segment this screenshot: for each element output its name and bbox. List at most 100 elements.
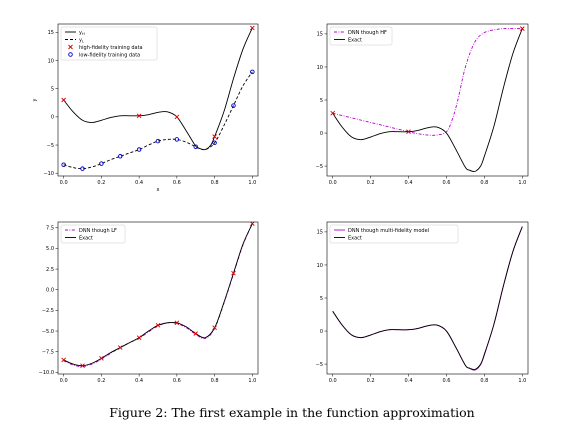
data-point-o xyxy=(99,161,104,166)
x-tick-label: 0.0 xyxy=(329,180,337,186)
axes-frame xyxy=(326,23,529,177)
y-tick-label: 15 xyxy=(317,32,323,38)
data-point-x xyxy=(250,222,255,226)
data-point-o xyxy=(231,103,236,108)
data-point-x xyxy=(519,26,525,31)
x-tick-label: 0.8 xyxy=(211,378,219,384)
y-tick-label: −5 xyxy=(316,362,323,368)
series-line-1 xyxy=(332,28,523,136)
series-line-1 xyxy=(63,223,253,368)
legend-label: DNN though HF xyxy=(348,30,387,36)
legend-label: Exact xyxy=(348,37,362,43)
series-line-2 xyxy=(332,226,523,370)
x-tick-label: 0.2 xyxy=(367,180,375,186)
legend-marker-x xyxy=(68,44,73,50)
y-tick-label: 15 xyxy=(317,230,323,236)
data-point-x xyxy=(80,363,85,369)
x-tick-label: 0.4 xyxy=(135,378,143,384)
x-tick-label: 0.4 xyxy=(135,180,143,186)
y-tick-label: 5 xyxy=(51,87,54,93)
y-tick-label: −7.5 xyxy=(42,349,54,355)
y-tick-label: 2.5 xyxy=(46,267,54,273)
data-point-x xyxy=(61,97,66,103)
legend-label: Exact xyxy=(79,235,93,241)
x-tick-label: 0.4 xyxy=(405,180,413,186)
legend-label: low-fidelity training data xyxy=(79,52,140,58)
y-tick-label: −10.0 xyxy=(39,370,54,376)
x-tick-label: 0.6 xyxy=(173,378,181,384)
x-tick-label: 0.6 xyxy=(442,180,450,186)
plot-area xyxy=(61,25,255,171)
legend-label: yH xyxy=(79,30,85,36)
data-point-x xyxy=(193,331,199,336)
x-tick-label: 0.6 xyxy=(442,378,450,384)
y-tick-label: −10 xyxy=(43,171,54,177)
x-tick-label: 0.0 xyxy=(60,180,68,186)
data-point-o xyxy=(80,166,85,171)
data-point-o xyxy=(174,137,180,142)
data-point-o xyxy=(118,154,123,159)
series-line-2 xyxy=(63,71,253,170)
x-axis-label: x xyxy=(157,187,160,193)
y-tick-label: 7.5 xyxy=(46,226,54,232)
subplot-3: 0.0 0.2 0.4 0.6 0.8 1.0 −10.0 −7.5 −5.0 −2.5 0.0 2.… xyxy=(39,221,259,384)
y-tick-label: −5 xyxy=(47,143,54,149)
axes-frame xyxy=(57,23,259,177)
series-line-1 xyxy=(332,226,523,371)
data-point-x xyxy=(250,25,255,31)
data-point-x xyxy=(174,320,180,326)
data-point-x xyxy=(117,345,123,350)
data-point-o xyxy=(136,147,142,152)
y-tick-label: 0.0 xyxy=(46,288,54,294)
plot-area xyxy=(330,26,525,172)
x-tick-label: 0.8 xyxy=(480,378,488,384)
data-point-x xyxy=(174,114,180,120)
x-tick-label: 0.2 xyxy=(97,378,105,384)
y-tick-label: −5.0 xyxy=(42,329,54,335)
data-point-o xyxy=(155,138,161,144)
y-tick-label: 5.0 xyxy=(46,246,54,252)
y-tick-label: 10 xyxy=(48,58,54,64)
y-tick-label: −5 xyxy=(316,164,323,170)
legend-marker-o xyxy=(68,52,73,57)
legend-label: DNN though LF xyxy=(79,228,117,234)
figure-caption: Figure 2: The first example in the funct… xyxy=(109,405,475,420)
data-point-x xyxy=(406,129,411,135)
y-tick-label: 0 xyxy=(320,131,323,137)
x-tick-label: 1.0 xyxy=(248,378,256,384)
x-tick-label: 0.8 xyxy=(480,180,488,186)
data-point-x xyxy=(212,325,217,331)
y-tick-label: −2.5 xyxy=(42,308,54,314)
data-point-o xyxy=(61,162,66,167)
y-tick-label: 10 xyxy=(317,65,323,71)
x-tick-label: 0.6 xyxy=(173,180,181,186)
plot-area xyxy=(61,222,255,369)
series-line-1 xyxy=(63,27,253,151)
series-line-2 xyxy=(332,28,523,172)
x-tick-label: 1.0 xyxy=(518,180,526,186)
y-tick-label: 0 xyxy=(51,115,54,121)
data-point-x xyxy=(136,113,142,119)
y-axis-label: y xyxy=(32,98,38,101)
y-tick-label: 5 xyxy=(320,98,323,104)
x-tick-label: 0.8 xyxy=(211,180,219,186)
data-point-x xyxy=(136,335,142,340)
data-point-x xyxy=(330,110,336,116)
data-point-o xyxy=(193,144,198,149)
data-point-x xyxy=(155,322,161,328)
legend-label: high-fidelity training data xyxy=(79,45,143,51)
subplot-2: 0.0 0.2 0.4 0.6 0.8 1.0 −5 0 5 10 15 DNN though HFE… xyxy=(316,23,529,186)
x-tick-label: 0.2 xyxy=(97,180,105,186)
data-point-o xyxy=(212,140,217,146)
axes-frame xyxy=(326,221,529,375)
plot-area xyxy=(332,226,523,371)
x-tick-label: 1.0 xyxy=(248,180,256,186)
x-tick-label: 0.0 xyxy=(329,378,337,384)
data-point-x xyxy=(231,270,236,276)
legend-label: DNN though multi-fidelity model xyxy=(348,228,429,234)
data-point-x xyxy=(99,355,104,361)
